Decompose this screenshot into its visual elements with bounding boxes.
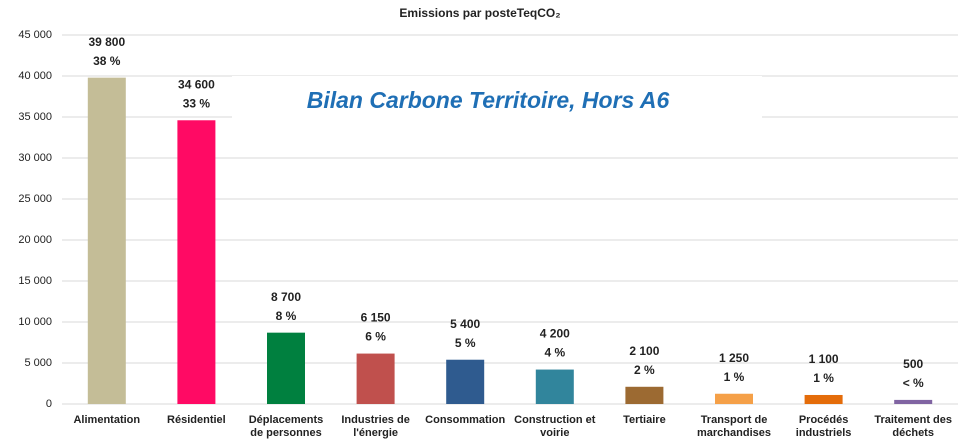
x-tick-label: Consommation: [425, 414, 506, 426]
x-tick-label: Tertiaire: [623, 414, 666, 426]
y-tick-label: 10 000: [18, 316, 52, 328]
value-label: 4 200: [540, 327, 570, 341]
share-label: 6 %: [365, 330, 386, 344]
x-tick-label: Résidentiel: [167, 414, 226, 426]
bar: [87, 77, 126, 404]
x-tick-label: Transport de marchandises: [697, 414, 771, 439]
annotation-background: [232, 76, 762, 128]
share-label: 4 %: [544, 346, 565, 360]
y-tick-label: 35 000: [18, 111, 52, 123]
bar: [894, 399, 933, 404]
share-label: 1 %: [813, 371, 834, 385]
bar: [625, 386, 664, 404]
x-tick-label: Déplacements de personnes: [248, 414, 324, 439]
bar: [446, 359, 485, 404]
y-tick-label: 5 000: [24, 357, 52, 369]
y-tick-label: 0: [46, 398, 52, 410]
bar: [356, 353, 395, 404]
value-label: 39 800: [88, 35, 125, 49]
share-label: 33 %: [183, 96, 211, 110]
share-label: 1 %: [724, 370, 745, 384]
share-label: 2 %: [634, 363, 655, 377]
value-label: 2 100: [629, 344, 659, 358]
bar: [804, 394, 843, 404]
share-label: 8 %: [276, 309, 297, 323]
value-label: 6 150: [361, 311, 391, 325]
y-tick-label: 30 000: [18, 152, 52, 164]
annotation: Bilan Carbone Territoire, Hors A6: [307, 87, 670, 113]
bar: [177, 120, 216, 404]
y-tick-label: 25 000: [18, 193, 52, 205]
x-tick-label: Traitement des déchets: [874, 414, 952, 439]
y-tick-label: 15 000: [18, 275, 52, 287]
value-label: 8 700: [271, 290, 301, 304]
value-label: 500: [903, 357, 923, 371]
bar: [535, 369, 574, 404]
share-label: < %: [903, 376, 924, 390]
y-tick-label: 20 000: [18, 234, 52, 246]
bar: [715, 393, 753, 404]
x-tick-label: Industries de l'énergie: [341, 414, 410, 439]
share-label: 38 %: [93, 54, 121, 68]
y-tick-label: 45 000: [18, 29, 52, 41]
share-label: 5 %: [455, 336, 476, 350]
x-tick-label: Procédés industriels: [795, 414, 852, 439]
bar: [267, 332, 305, 404]
value-label: 1 250: [719, 351, 749, 365]
value-label: 34 600: [178, 77, 215, 91]
x-tick-label: Alimentation: [73, 414, 141, 426]
value-label: 5 400: [450, 317, 480, 331]
y-tick-label: 40 000: [18, 70, 52, 82]
chart-title: Emissions par posteTeqCO₂: [399, 6, 560, 20]
value-label: 1 100: [809, 352, 839, 366]
x-tick-label: Construction et voirie: [514, 414, 596, 439]
